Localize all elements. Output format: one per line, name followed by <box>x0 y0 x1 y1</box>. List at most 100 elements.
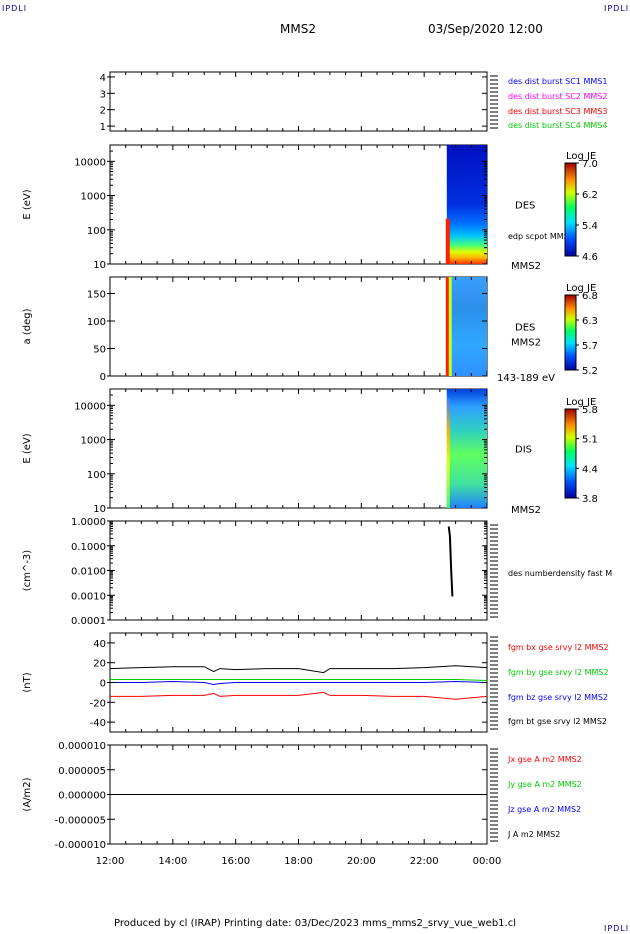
corner-label-right: IPDLI <box>604 4 630 13</box>
y-tick-label-current-density-0: -0.000010 <box>55 840 106 851</box>
spectrogram-des-pitch <box>446 277 487 376</box>
legend-label-magnetic-field-2: fgm bz gse srvy l2 MMS2 <box>508 693 608 702</box>
side-bottom-label-des-pitch: 143-189 eV <box>497 373 555 384</box>
x-tick-label-0: 12:00 <box>96 856 125 867</box>
y-tick-label-density-2: 0.0100 <box>71 567 106 578</box>
legend-label-availability-2: des dist burst SC3 MMS3 <box>508 107 607 116</box>
y-tick-label-magnetic-field-4: 40 <box>93 639 106 650</box>
series-line-density-0 <box>447 526 454 597</box>
spacecraft-title: MMS2 <box>280 22 316 36</box>
y-axis-label-des-pitch: a (deg) <box>22 308 33 344</box>
side-label-des-energy: DES <box>515 201 535 212</box>
legend-label-current-density-3: J A m2 MMS2 <box>507 830 560 839</box>
y-tick-label-dis-energy-3: 10000 <box>74 401 106 412</box>
spectrogram-dis-energy <box>446 389 487 508</box>
y-tick-label-des-pitch-2: 100 <box>87 317 106 328</box>
y-tick-label-availability-3: 4 <box>100 73 106 84</box>
labels-layer: 1 2 3 4 des dist burst SC1 MMS1 des dist burs… <box>22 73 612 867</box>
y-tick-label-des-energy-1: 100 <box>87 226 106 237</box>
series-line-magnetic-field-3 <box>109 665 488 674</box>
colorbar-des-energy <box>564 162 577 257</box>
y-tick-label-magnetic-field-2: 0 <box>100 679 106 690</box>
x-tick-label-1: 14:00 <box>158 856 187 867</box>
colorbar-tick-label-dis-energy-1: 5.1 <box>582 435 598 446</box>
y-tick-label-availability-1: 2 <box>100 106 106 117</box>
corner-label-left: IPDLI <box>2 4 28 13</box>
y-tick-label-density-3: 0.1000 <box>71 542 106 553</box>
side-sublabel-des-pitch: MMS2 <box>511 337 541 348</box>
x-tick-label-3: 18:00 <box>284 856 313 867</box>
colorbar-tick-label-dis-energy-0: 5.8 <box>582 405 598 416</box>
colorbar-tick-label-des-pitch-1: 6.3 <box>582 316 598 327</box>
y-tick-label-availability-2: 3 <box>100 89 106 100</box>
side-label-des-pitch: DES <box>515 323 535 334</box>
colorbar-des-pitch <box>564 294 577 371</box>
y-axis-label-des-energy: E (eV) <box>22 189 33 219</box>
footer-credit: Produced by cl (IRAP) Printing date: 03/… <box>114 918 516 929</box>
legend-label-availability-1: des dist burst SC2 MMS2 <box>508 92 607 101</box>
y-tick-label-current-density-1: -0.000005 <box>55 815 106 826</box>
y-tick-label-dis-energy-0: 10 <box>93 504 106 515</box>
spectrogram-layer <box>445 145 487 508</box>
panel-frame-des-pitch <box>109 276 488 377</box>
y-tick-label-des-pitch-0: 0 <box>100 372 106 383</box>
y-tick-label-density-0: 0.0001 <box>71 616 106 627</box>
y-tick-label-des-energy-0: 10 <box>93 260 106 271</box>
colorbar-tick-label-des-energy-0: 7.0 <box>582 159 598 170</box>
series-line-magnetic-field-0 <box>110 691 488 700</box>
x-tick-label-2: 16:00 <box>221 856 250 867</box>
y-tick-label-des-pitch-1: 50 <box>93 345 106 356</box>
y-tick-label-current-density-3: 0.000005 <box>58 766 106 777</box>
legend-label-availability-0: des dist burst SC1 MMS1 <box>508 77 607 86</box>
y-tick-label-density-4: 1.0000 <box>71 517 106 528</box>
y-tick-label-density-1: 0.0010 <box>71 591 106 602</box>
axes-layer <box>107 72 498 845</box>
panel-frame-dis-energy <box>109 388 488 509</box>
x-tick-label-4: 20:00 <box>347 856 376 867</box>
x-tick-label-6: 00:00 <box>473 856 502 867</box>
series-line-magnetic-field-1 <box>110 679 488 681</box>
y-tick-label-magnetic-field-1: -20 <box>90 698 106 709</box>
series-layer <box>109 526 488 795</box>
y-axis-label-magnetic-field: (nT) <box>22 672 33 692</box>
side-sublabel-des-energy: edp scpot MMS2 <box>508 232 574 241</box>
y-tick-label-des-pitch-3: 150 <box>87 290 106 301</box>
series-line-magnetic-field-2 <box>110 680 488 686</box>
colorbar-tick-label-dis-energy-3: 3.8 <box>582 494 598 505</box>
colorbar-title-des-pitch: Log JE <box>566 283 596 294</box>
legend-label-current-density-0: Jx gse A m2 MMS2 <box>507 755 582 764</box>
panel-frame-availability <box>109 71 488 132</box>
y-tick-label-current-density-4: 0.000010 <box>58 741 106 752</box>
y-tick-label-magnetic-field-3: 20 <box>93 659 106 670</box>
colorbar-tick-label-des-energy-3: 4.6 <box>582 252 598 263</box>
spectrogram-edge-dis-energy <box>446 398 450 508</box>
colorbar-tick-label-des-pitch-2: 5.7 <box>582 341 598 352</box>
colorbar-tick-label-dis-energy-2: 4.4 <box>582 464 598 475</box>
y-tick-label-des-energy-2: 1000 <box>81 192 106 203</box>
y-axis-label-current-density: (A/m2) <box>22 777 33 811</box>
spectrogram-edge2-des-pitch <box>448 277 452 376</box>
colorbar-tick-label-des-pitch-0: 6.8 <box>582 291 598 302</box>
y-axis-label-dis-energy: E (eV) <box>22 433 33 463</box>
legend-label-magnetic-field-1: fgm by gse srvy l2 MMS2 <box>508 668 609 677</box>
legend-label-magnetic-field-0: fgm bx gse srvy l2 MMS2 <box>508 643 609 652</box>
legend-label-density-0: des numberdensity fast M <box>508 569 612 578</box>
colorbar-tick-label-des-energy-2: 5.4 <box>582 221 598 232</box>
y-tick-label-dis-energy-1: 100 <box>87 470 106 481</box>
spectrogram-edge-des-pitch <box>445 277 449 376</box>
y-tick-label-current-density-2: 0.000000 <box>58 791 106 802</box>
y-tick-label-magnetic-field-0: -40 <box>90 718 106 729</box>
colorbar-tick-label-des-energy-1: 6.2 <box>582 190 598 201</box>
colorbar-title-dis-energy: Log JE <box>566 397 596 408</box>
panel-frame-des-energy <box>109 144 488 265</box>
colorbar-title-des-energy: Log JE <box>566 151 596 162</box>
panel-frame-density <box>109 520 488 621</box>
side-bottom-label-dis-energy: MMS2 <box>511 505 541 516</box>
y-tick-label-availability-0: 1 <box>100 122 106 133</box>
y-axis-label-density: (cm^-3) <box>22 550 33 591</box>
datetime-title: 03/Sep/2020 12:00 <box>428 22 543 36</box>
spectrogram-edge-des-energy <box>445 218 450 264</box>
x-tick-label-5: 22:00 <box>410 856 439 867</box>
